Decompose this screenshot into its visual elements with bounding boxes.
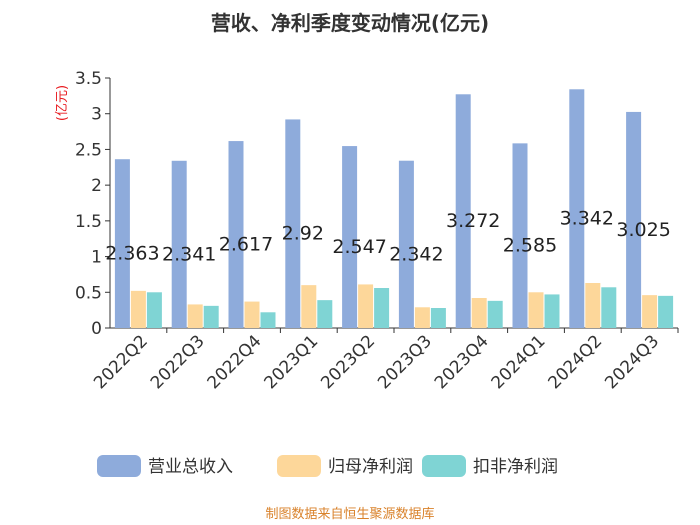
data-label: 2.363 (105, 243, 159, 265)
x-tick-label: 2022Q2 (90, 331, 152, 393)
legend-label-3: 扣非净利润 (473, 457, 558, 477)
legend-label-1: 营业总收入 (148, 457, 233, 477)
bar-3-2022Q3 (203, 305, 219, 328)
y-tick-label: 2.5 (75, 140, 102, 160)
data-label: 2.547 (332, 236, 386, 258)
legend-swatch-2 (277, 455, 321, 477)
x-tick-label: 2023Q1 (260, 331, 322, 393)
data-labels: 2.363 2.341 2.617 2.922.547 2.3423.2722.5853… (105, 208, 671, 266)
y-tick-label: 0.5 (75, 283, 102, 303)
data-label: 2.92 (282, 223, 324, 245)
bar-3-2022Q4 (260, 312, 276, 328)
y-tick-label: 1.5 (75, 212, 102, 232)
y-tick-label: 1 (91, 248, 102, 268)
bar-1-2023Q1 (285, 119, 301, 328)
x-tick-label: 2022Q4 (204, 331, 266, 393)
legend-label-2: 归母净利润 (328, 457, 413, 477)
y-tick-label: 3.5 (75, 69, 102, 89)
bar-2-2022Q2 (130, 290, 146, 328)
axes: 0 0.5 1 1.5 2 2.5 3 3.5 (75, 69, 678, 339)
chart-title: 营收、净利季度变动情况(亿元) (211, 11, 489, 35)
x-tick-labels: 2022Q22022Q32022Q42023Q12023Q22023Q32023… (90, 328, 679, 393)
bar-2-2024Q3 (642, 295, 658, 328)
data-label: 2.342 (389, 243, 443, 265)
legend-swatch-1 (97, 455, 141, 477)
bar-1-2024Q2 (569, 89, 585, 329)
bar-2-2022Q3 (187, 304, 203, 328)
bar-1-2022Q2 (114, 159, 130, 328)
bar-2-2024Q1 (528, 292, 544, 328)
bar-1-2023Q3 (398, 160, 414, 328)
bar-3-2022Q2 (146, 292, 162, 328)
bar-3-2024Q1 (544, 294, 560, 328)
data-label: 2.341 (162, 243, 216, 265)
bar-2-2022Q4 (244, 301, 260, 328)
data-label: 3.272 (446, 210, 500, 232)
bar-1-2023Q4 (455, 94, 471, 329)
bar-3-2023Q1 (317, 300, 333, 328)
bar-1-2024Q1 (512, 143, 528, 328)
bar-2-2024Q2 (585, 283, 601, 328)
bar-3-2023Q2 (374, 288, 390, 328)
y-tick-label: 2 (91, 176, 102, 196)
x-tick-label: 2023Q4 (431, 331, 493, 393)
x-tick-label: 2023Q3 (374, 331, 436, 393)
legend-swatch-3 (422, 455, 466, 477)
x-tick-label: 2024Q2 (544, 331, 606, 393)
bar-1-2023Q2 (342, 146, 358, 328)
x-tick-label: 2022Q3 (147, 331, 209, 393)
bar-1-2024Q3 (626, 111, 642, 328)
y-tick-label: 0 (91, 319, 102, 339)
bar-3-2024Q3 (658, 295, 674, 328)
x-tick-label: 2024Q1 (488, 331, 550, 393)
bar-2-2023Q1 (301, 285, 317, 328)
legend: 营业总收入 归母净利润 扣非净利润 (97, 455, 558, 477)
bar-2-2023Q3 (414, 307, 430, 328)
bar-2-2023Q4 (471, 298, 487, 328)
y-tick-label: 3 (91, 105, 102, 125)
bar-3-2023Q3 (430, 308, 446, 328)
data-label: 2.617 (219, 234, 273, 256)
y-axis-unit: (亿元) (55, 85, 70, 121)
x-tick-label: 2024Q3 (601, 331, 663, 393)
data-label: 2.585 (503, 235, 557, 257)
bar-1-2022Q4 (228, 141, 244, 328)
x-tick-label: 2023Q2 (317, 331, 379, 393)
source-note: 制图数据来自恒生聚源数据库 (265, 506, 434, 522)
bar-3-2024Q2 (601, 287, 617, 328)
bar-2-2023Q2 (358, 284, 374, 328)
bar-1-2022Q3 (171, 160, 187, 328)
bar-3-2023Q4 (487, 300, 503, 328)
data-label: 3.025 (616, 219, 670, 241)
bars (114, 89, 674, 329)
data-label: 3.342 (560, 208, 614, 230)
